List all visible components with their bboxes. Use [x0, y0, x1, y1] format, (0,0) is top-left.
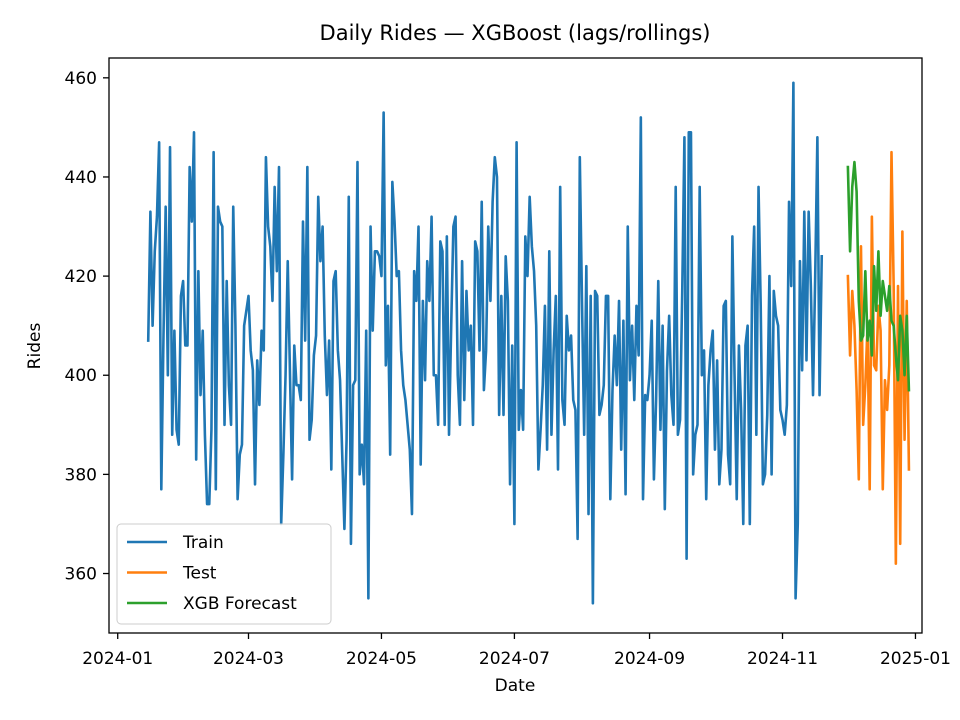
- y-tick-label: 380: [65, 465, 97, 485]
- legend-box: [116, 523, 332, 625]
- y-tick-label: 400: [65, 366, 97, 386]
- series-line-train: [146, 81, 824, 605]
- plot-area: 2024-01 2024-03 2024-05 2024-07 2024-09 2024-…: [65, 57, 951, 669]
- x-tick-label: 2024-05: [346, 649, 417, 669]
- x-tick-label: 2024-07: [479, 649, 550, 669]
- series-line-xgb-forecast: [846, 160, 911, 392]
- y-tick-label: 420: [65, 267, 97, 287]
- legend-label: Test: [182, 564, 217, 584]
- legend-label: Train: [182, 533, 224, 553]
- x-tick-label: 2024-01: [82, 649, 153, 669]
- x-axis-label: Date: [495, 676, 536, 696]
- y-tick-label: 440: [65, 168, 97, 188]
- y-axis-label: Rides: [25, 323, 45, 370]
- x-tick-label: 2024-09: [614, 649, 685, 669]
- x-tick-label: 2024-11: [747, 649, 818, 669]
- y-tick-label: 460: [65, 69, 97, 89]
- legend: Train Test XGB Forecast: [116, 523, 332, 625]
- legend-label: XGB Forecast: [183, 594, 297, 614]
- y-tick-label: 360: [65, 565, 97, 585]
- x-tick-label: 2025-01: [880, 649, 951, 669]
- plot-frame: [108, 57, 923, 634]
- chart-title: Daily Rides — XGBoost (lags/rollings): [320, 21, 711, 45]
- x-tick-label: 2024-03: [213, 649, 284, 669]
